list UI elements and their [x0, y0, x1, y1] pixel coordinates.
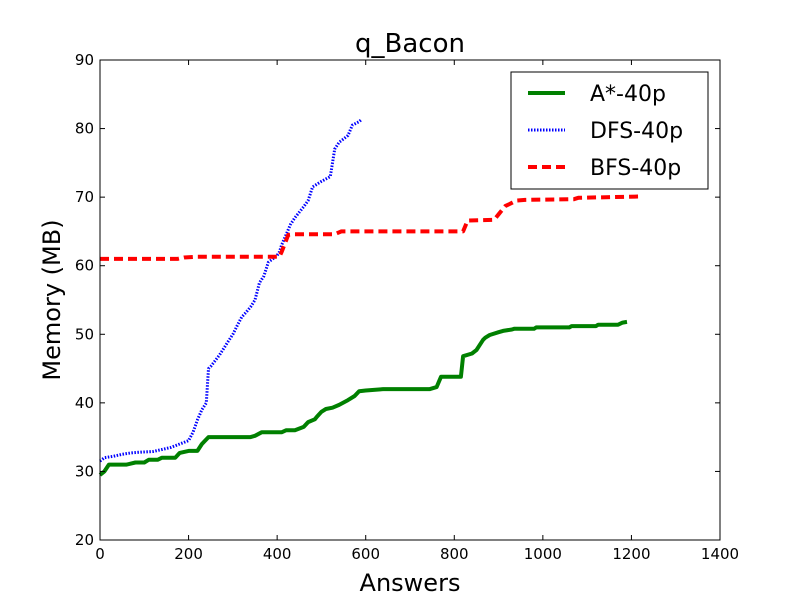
- series-layer: [98, 118, 641, 477]
- series-line-dfs-40p: [99, 118, 363, 463]
- ticks-layer: 0 200 400 600 800 1000 1200 1400 20 30 40 50 60 70 80 9…: [75, 51, 739, 563]
- x-tick-label: 1400: [701, 545, 739, 563]
- legend-label: BFS-40p: [590, 156, 681, 181]
- y-axis-label: Memory (MB): [38, 219, 66, 380]
- legend: A*-40p DFS-40p BFS-40p: [510, 71, 709, 190]
- x-axis-label: Answers: [360, 569, 461, 597]
- x-tick-label: 800: [440, 545, 469, 563]
- y-tick-label: 80: [75, 120, 94, 138]
- y-tick-label: 30: [75, 462, 94, 480]
- x-tick-label: 400: [263, 545, 292, 563]
- x-tick-label: 1200: [612, 545, 650, 563]
- x-tick-label: 1000: [524, 545, 562, 563]
- series-line-a-40p: [98, 319, 628, 477]
- plot-frame: [99, 59, 721, 541]
- y-tick-label: 20: [75, 531, 94, 549]
- y-tick-label: 70: [75, 188, 94, 206]
- legend-label: DFS-40p: [590, 119, 683, 144]
- chart-title: q_Bacon: [355, 29, 465, 59]
- x-tick-label: 600: [351, 545, 380, 563]
- legend-label: A*-40p: [590, 82, 666, 107]
- x-tick-label: 200: [174, 545, 203, 563]
- x-tick-label: 0: [95, 545, 105, 563]
- y-tick-label: 50: [75, 325, 94, 343]
- y-tick-label: 60: [75, 257, 94, 275]
- y-tick-label: 40: [75, 394, 94, 412]
- series-line-bfs-40p: [100, 194, 641, 261]
- y-tick-label: 90: [75, 51, 94, 69]
